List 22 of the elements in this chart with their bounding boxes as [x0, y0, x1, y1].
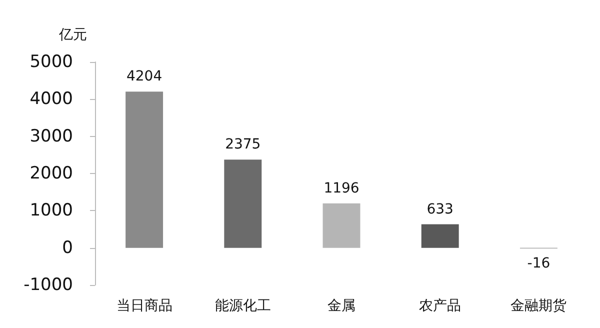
bar [322, 203, 360, 248]
y-tick-label: 5000 [30, 52, 73, 72]
x-tick-label: 金属 [328, 298, 356, 314]
y-tick-label: 0 [62, 238, 73, 258]
y-tick-label: 2000 [30, 164, 73, 184]
y-tick-label: 4000 [30, 89, 73, 110]
bar [224, 160, 262, 248]
y-tick-label: 1000 [30, 200, 73, 221]
data-label: 2375 [225, 136, 261, 153]
data-label: 633 [426, 201, 454, 218]
x-tick-label: 能源化工 [214, 298, 271, 314]
bar [126, 92, 164, 248]
y-tick-label: -1000 [24, 275, 73, 295]
x-tick-label: 金融期货 [510, 298, 567, 314]
data-label: 4204 [126, 68, 162, 85]
bar [421, 224, 459, 248]
x-tick-label: 农产品 [419, 298, 462, 314]
data-label: 1196 [324, 180, 360, 196]
y-axis-title: 亿元 [58, 27, 87, 43]
y-tick-label: 3000 [30, 126, 73, 146]
x-tick-label: 当日商品 [116, 298, 172, 314]
data-label: -16 [527, 255, 550, 272]
